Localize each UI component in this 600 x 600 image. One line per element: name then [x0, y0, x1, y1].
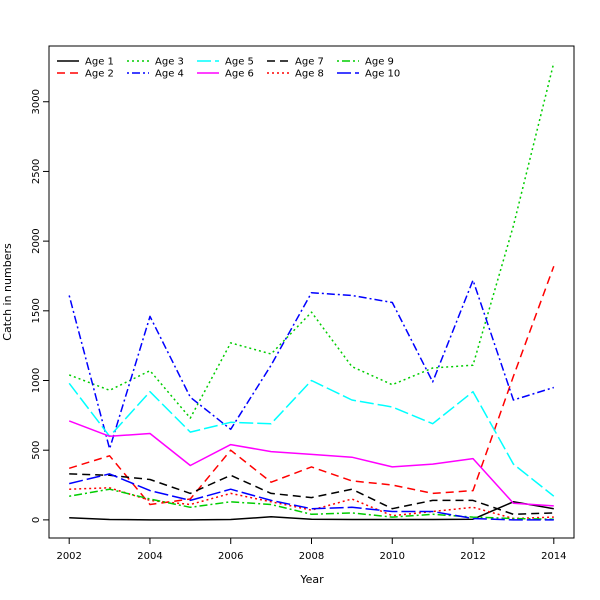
series-line-age-10 — [69, 473, 554, 521]
series-line-age-5 — [68, 379, 555, 497]
y-tick-label: 0 — [31, 517, 42, 523]
legend-label: Age 1 — [85, 57, 114, 68]
x-tick-label: 2008 — [299, 551, 324, 562]
legend-item: Age 1 — [57, 57, 114, 68]
legend-label: Age 9 — [365, 57, 394, 68]
y-tick-label: 2000 — [31, 228, 42, 253]
legend-label: Age 8 — [295, 69, 324, 80]
legend-label: Age 5 — [225, 57, 254, 68]
legend-item: Age 4 — [127, 69, 184, 80]
x-axis: 2002 2004 2006 2008 2010 2012 2014 — [56, 538, 567, 562]
legend-item: Age 7 — [267, 57, 324, 68]
y-tick-label: 2500 — [31, 159, 42, 184]
x-tick-label: 2014 — [541, 551, 566, 562]
series-line-age-3 — [68, 62, 555, 419]
legend-label: Age 6 — [225, 69, 254, 80]
series-line-age-9 — [69, 488, 554, 520]
x-axis-label: Year — [299, 573, 324, 586]
legend-item: Age 6 — [197, 69, 254, 80]
legend-item: Age 10 — [337, 69, 400, 80]
legend-label: Age 7 — [295, 57, 324, 68]
x-tick-label: 2002 — [56, 551, 81, 562]
legend-item: Age 2 — [57, 69, 114, 80]
legend-label: Age 4 — [155, 69, 184, 80]
legend-item: Age 5 — [197, 57, 254, 68]
series-line-age-2 — [68, 265, 555, 506]
legend-label: Age 2 — [85, 69, 114, 80]
legend-item: Age 9 — [337, 57, 394, 68]
y-tick-label: 3000 — [31, 89, 42, 114]
legend-item: Age 3 — [127, 57, 184, 68]
legend-label: Age 3 — [155, 57, 184, 68]
x-tick-label: 2012 — [460, 551, 485, 562]
series-line-age-4 — [68, 279, 555, 450]
x-tick-label: 2010 — [380, 551, 405, 562]
y-tick-label: 1000 — [31, 368, 42, 393]
series-line-age-6 — [68, 420, 554, 507]
x-tick-label: 2006 — [218, 551, 243, 562]
y-axis: 0 500 1000 1500 2000 2500 3000 — [31, 89, 49, 523]
legend-item: Age 8 — [267, 69, 324, 80]
y-tick-label: 500 — [31, 441, 42, 460]
y-tick-label: 1500 — [31, 298, 42, 323]
x-tick-label: 2004 — [137, 551, 162, 562]
y-axis-label: Catch in numbers — [1, 243, 14, 341]
series-line-age-7 — [69, 473, 554, 516]
legend-label: Age 10 — [365, 69, 400, 80]
series-layer — [68, 62, 555, 521]
